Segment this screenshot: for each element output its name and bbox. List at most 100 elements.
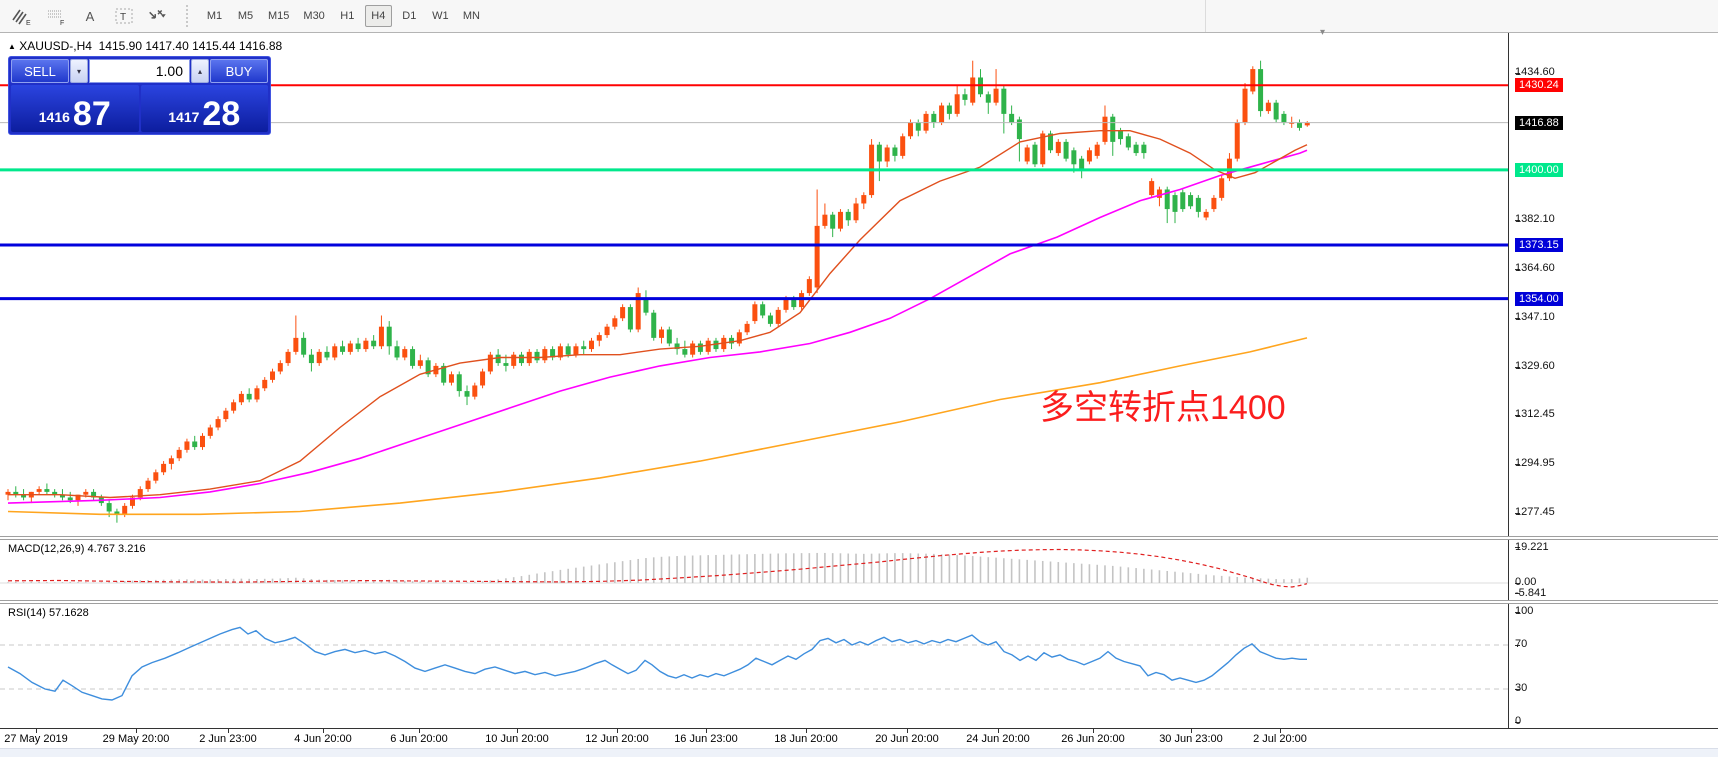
- ohlc-open: 1415.90: [98, 39, 143, 53]
- buy-button[interactable]: BUY: [210, 59, 268, 83]
- chart-shift-marker[interactable]: ▾: [1320, 27, 1326, 38]
- axis-tick-mark: [1515, 318, 1520, 319]
- axis-tick-mark: [1515, 269, 1520, 270]
- macd-scale-label: -5.841: [1515, 586, 1547, 599]
- time-tick-label: 2 Jun 23:00: [199, 733, 257, 745]
- chart-canvas[interactable]: [0, 33, 1718, 748]
- one-click-trading-panel: SELL ▾ ▴ BUY 1416 87 1417 28: [8, 56, 271, 135]
- rsi-scale-label: 100: [1515, 605, 1534, 617]
- svg-text:F: F: [60, 20, 64, 26]
- time-tick-label: 18 Jun 20:00: [774, 733, 838, 745]
- chart-text-annotation[interactable]: 多空转折点1400: [1040, 389, 1286, 427]
- time-tick-label: 24 Jun 20:00: [966, 733, 1030, 745]
- cursor-tools-icon[interactable]: [146, 5, 170, 27]
- axis-tick-mark: [1515, 722, 1520, 723]
- time-tick-mark: [907, 729, 908, 733]
- time-tick-label: 27 May 2019: [4, 733, 68, 745]
- buy-price-small: 1417: [168, 109, 200, 125]
- axis-tick-mark: [1515, 367, 1520, 368]
- volume-down-button[interactable]: ▾: [70, 59, 88, 83]
- sell-price-small: 1416: [38, 109, 70, 125]
- rsi-scale-label: 0: [1515, 715, 1522, 727]
- price-tick-label: 1277.45: [1515, 506, 1555, 519]
- panel-separator-rsi[interactable]: [0, 600, 1718, 604]
- price-line-tag: 1354.00: [1515, 291, 1563, 306]
- axis-tick-mark: [1515, 612, 1520, 613]
- time-tick-mark: [36, 729, 37, 733]
- ohlc-low: 1415.44: [192, 39, 236, 53]
- price-tick-label: 1382.10: [1515, 213, 1555, 225]
- volume-up-button[interactable]: ▴: [191, 59, 209, 83]
- price-tick-label: 1294.95: [1515, 457, 1555, 470]
- time-tick-label: 16 Jun 23:00: [674, 733, 738, 745]
- sell-button[interactable]: SELL: [11, 59, 69, 83]
- timeframe-button-w1[interactable]: W1: [427, 5, 454, 27]
- sell-price-box[interactable]: 1416 87: [11, 85, 139, 132]
- timeframe-button-m5[interactable]: M5: [232, 5, 259, 27]
- time-tick-label: 6 Jun 20:00: [390, 733, 448, 745]
- time-tick-mark: [706, 729, 707, 733]
- ohlc-high: 1417.40: [145, 39, 189, 53]
- timeframe-button-m1[interactable]: M1: [201, 5, 228, 27]
- buy-price-box[interactable]: 1417 28: [140, 85, 268, 133]
- timeframe-button-h1[interactable]: H1: [334, 5, 361, 27]
- text-box-icon[interactable]: T: [112, 5, 136, 27]
- timeframe-button-m30[interactable]: M30: [298, 5, 329, 27]
- sell-price-big: 87: [72, 95, 111, 133]
- price-tick-label: 1312.45: [1515, 408, 1555, 421]
- time-tick-label: 12 Jun 20:00: [585, 733, 649, 745]
- macd-scale-label: 0.00: [1515, 576, 1537, 588]
- price-tick-label: 1347.10: [1515, 311, 1555, 323]
- top-toolbar: E F A T M1 M5 M15 M30 H1 H4 D1 W1 MN: [0, 0, 1718, 33]
- toolbar-icon-group: E F A T: [0, 5, 180, 27]
- text-label-icon[interactable]: A: [85, 8, 95, 24]
- price-tick-label: 1434.60: [1515, 66, 1555, 78]
- trade-panel-price-row: 1416 87 1417 28: [11, 85, 268, 132]
- timeframe-button-d1[interactable]: D1: [396, 5, 423, 27]
- axis-tick-mark: [1515, 464, 1520, 465]
- time-tick-label: 10 Jun 20:00: [485, 733, 549, 745]
- timeframe-toolbar: M1 M5 M15 M30 H1 H4 D1 W1 MN: [199, 5, 487, 27]
- time-tick-mark: [1191, 729, 1192, 733]
- time-tick-mark: [1280, 729, 1281, 733]
- buy-price-big: 28: [202, 95, 241, 133]
- collapse-arrow-icon[interactable]: ▲: [8, 42, 16, 51]
- time-tick-label: 4 Jun 20:00: [294, 733, 352, 745]
- time-tick-mark: [998, 729, 999, 733]
- svg-text:T: T: [120, 12, 126, 23]
- axis-tick-mark: [1515, 220, 1520, 221]
- time-tick-mark: [228, 729, 229, 733]
- panel-separator-macd[interactable]: [0, 536, 1718, 540]
- time-tick-mark: [806, 729, 807, 733]
- ohlc-close: 1416.88: [238, 39, 283, 53]
- price-tick-label: 1364.60: [1515, 262, 1555, 274]
- macd-scale-label: 19.221: [1515, 540, 1549, 553]
- axis-tick-mark: [1515, 73, 1520, 74]
- time-tick-mark: [323, 729, 324, 733]
- price-tick-label: 1329.60: [1515, 360, 1555, 372]
- time-tick-label: 26 Jun 20:00: [1061, 733, 1125, 745]
- time-tick-mark: [1093, 729, 1094, 733]
- axis-tick-mark: [1515, 547, 1520, 548]
- time-tick-mark: [617, 729, 618, 733]
- trade-panel-top-row: SELL ▾ ▴ BUY: [11, 59, 268, 83]
- toolbar-edge-divider: [1205, 0, 1206, 32]
- time-tick-mark: [136, 729, 137, 733]
- indicator-list-icon[interactable]: F: [44, 5, 68, 27]
- axis-tick-mark: [1515, 513, 1520, 514]
- price-line-tag: 1400.00: [1515, 162, 1563, 177]
- status-bar-edge: [0, 748, 1718, 757]
- timeframe-button-h4[interactable]: H4: [364, 5, 392, 27]
- time-axis[interactable]: 27 May 2019 29 May 20:00 2 Jun 23:00 4 Jun …: [0, 728, 1718, 749]
- expert-advisors-icon[interactable]: E: [10, 5, 34, 27]
- price-line-tag: 1416.88: [1515, 115, 1563, 130]
- rsi-scale-label: 30: [1515, 682, 1528, 694]
- time-tick-label: 29 May 20:00: [102, 733, 170, 745]
- price-line-tag: 1373.15: [1515, 238, 1563, 253]
- timeframe-button-mn[interactable]: MN: [458, 5, 485, 27]
- axis-tick-mark: [1515, 415, 1520, 416]
- axis-tick-mark: [1515, 645, 1520, 646]
- timeframe-button-m15[interactable]: M15: [263, 5, 294, 27]
- volume-input[interactable]: [89, 59, 190, 83]
